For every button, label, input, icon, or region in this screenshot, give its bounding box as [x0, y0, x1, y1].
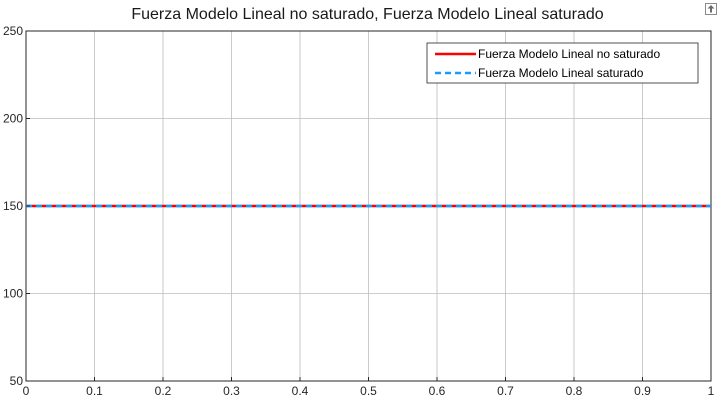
y-tick-label: 100 [3, 287, 23, 301]
x-tick-label: 0 [23, 384, 30, 398]
x-tick-label: 0.2 [155, 384, 172, 398]
x-tick-label: 0.5 [360, 384, 377, 398]
y-tick-label: 200 [3, 112, 23, 126]
x-tick-label: 0.4 [292, 384, 309, 398]
legend-box [426, 42, 699, 84]
x-tick-label: 0.6 [429, 384, 446, 398]
y-axis-ticks: 50 100 150 200 250 [3, 24, 30, 388]
x-tick-label: 0.3 [223, 384, 240, 398]
chart-title: Fuerza Modelo Lineal no saturado, Fuerza… [131, 6, 604, 23]
x-tick-label: 0.9 [634, 384, 651, 398]
y-tick-label: 250 [3, 24, 23, 38]
x-tick-label: 0.1 [86, 384, 103, 398]
legend: Fuerza Modelo Lineal no saturado Fuerza M… [426, 42, 699, 84]
x-tick-label: 0.8 [566, 384, 583, 398]
y-tick-label: 50 [10, 374, 24, 388]
legend-label-1: Fuerza Modelo Lineal no saturado [478, 47, 660, 61]
x-tick-label: 1 [708, 384, 715, 398]
y-tick-label: 150 [3, 199, 23, 213]
restore-axes-icon[interactable] [705, 3, 717, 15]
legend-label-2: Fuerza Modelo Lineal saturado [478, 66, 644, 80]
x-axis-ticks: 0 0.1 0.2 0.3 0.4 0.5 0.6 0.7 0.8 0.9 1 [23, 377, 715, 398]
x-tick-label: 0.7 [497, 384, 514, 398]
